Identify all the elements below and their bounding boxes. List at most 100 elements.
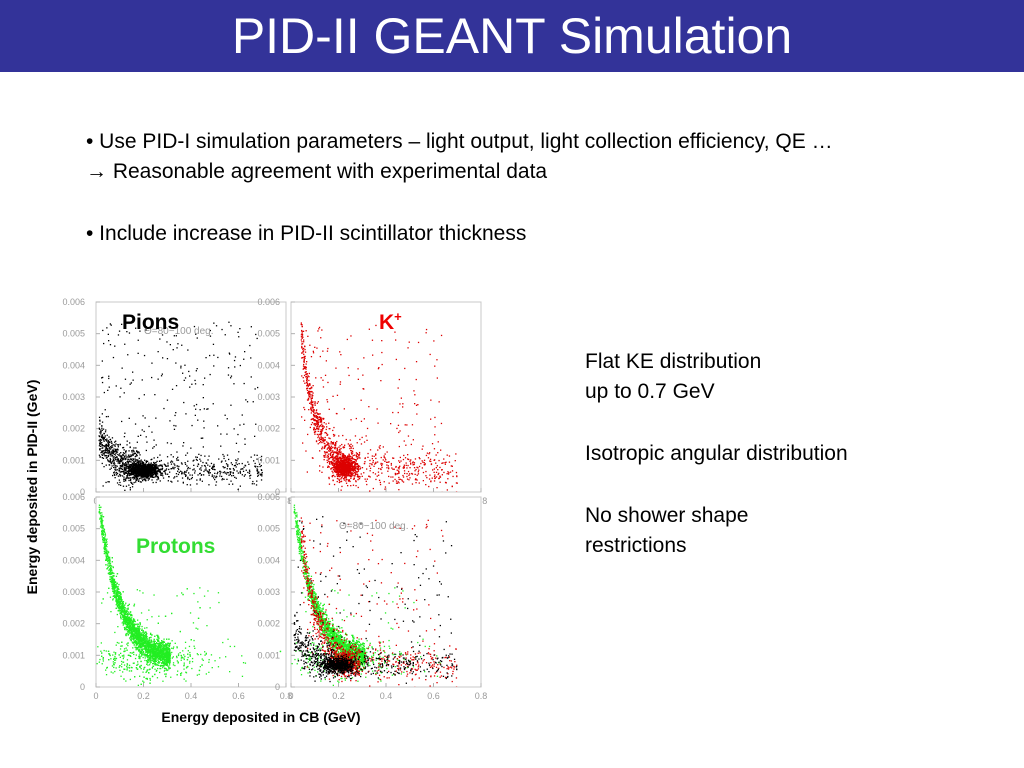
data-point: [331, 459, 334, 461]
data-point: [232, 483, 234, 485]
data-point: [375, 457, 377, 460]
data-point: [147, 471, 149, 473]
data-point: [351, 457, 353, 459]
y-tick-label: 0: [80, 682, 85, 692]
data-point: [424, 464, 426, 466]
data-point: [227, 465, 229, 468]
data-point: [312, 403, 314, 405]
data-point: [167, 473, 169, 475]
data-point: [106, 449, 108, 452]
data-point: [303, 361, 305, 363]
data-point: [153, 439, 155, 441]
data-point: [151, 466, 153, 468]
data-point: [217, 425, 219, 427]
data-point: [175, 385, 178, 387]
data-point: [159, 469, 161, 471]
data-point: [351, 466, 354, 469]
data-point: [339, 464, 342, 467]
data-point: [334, 463, 336, 465]
data-point: [330, 460, 332, 463]
data-point: [318, 428, 320, 430]
data-point: [138, 468, 140, 470]
data-point: [398, 431, 400, 434]
data-point: [135, 463, 137, 465]
data-point: [126, 475, 128, 477]
data-point: [110, 442, 113, 444]
data-point: [114, 468, 116, 470]
data-point: [177, 470, 179, 472]
data-point: [344, 462, 346, 464]
data-point: [136, 465, 138, 467]
data-point: [233, 428, 235, 430]
data-point: [350, 450, 353, 452]
data-point: [120, 457, 122, 459]
data-point: [118, 460, 120, 462]
data-point: [226, 418, 228, 420]
data-point: [99, 420, 101, 422]
data-point: [161, 465, 163, 468]
data-point: [185, 413, 187, 415]
data-point: [144, 476, 146, 478]
data-point: [175, 425, 177, 427]
data-point: [127, 463, 129, 466]
data-point: [199, 458, 201, 460]
data-point: [116, 474, 118, 476]
data-point: [98, 439, 100, 442]
data-point: [417, 341, 420, 344]
data-point: [366, 483, 368, 486]
data-point: [329, 461, 331, 463]
data-point: [253, 483, 255, 485]
data-point: [106, 445, 108, 447]
data-point: [335, 468, 337, 470]
data-point: [351, 463, 353, 466]
data-point: [208, 484, 210, 486]
data-point: [317, 430, 319, 432]
data-point: [345, 459, 348, 461]
data-point: [201, 480, 203, 482]
data-point: [235, 459, 237, 461]
data-point: [254, 435, 256, 437]
data-point: [311, 396, 313, 398]
data-point: [179, 470, 182, 472]
data-point: [136, 475, 138, 477]
data-point: [391, 467, 393, 469]
data-point: [415, 361, 418, 363]
data-point: [155, 466, 157, 469]
data-point: [313, 409, 315, 411]
data-point: [244, 443, 246, 445]
data-point: [342, 471, 344, 473]
data-point: [184, 471, 186, 474]
data-point: [143, 394, 145, 396]
data-point: [343, 472, 346, 474]
data-point: [229, 472, 232, 474]
data-point: [408, 458, 410, 461]
data-point: [308, 390, 310, 392]
data-point: [106, 667, 108, 669]
data-point: [146, 470, 148, 473]
data-point: [142, 472, 145, 474]
data-point: [300, 323, 302, 326]
data-point: [319, 442, 321, 444]
data-point: [193, 405, 195, 407]
data-point: [404, 457, 407, 459]
data-point: [306, 377, 309, 379]
data-point: [120, 465, 123, 467]
data-point: [332, 454, 334, 456]
data-point: [237, 458, 239, 460]
panel-label-kaons: K+: [379, 309, 402, 334]
data-point: [399, 456, 401, 459]
data-point: [187, 349, 189, 351]
data-point: [338, 435, 340, 437]
data-point: [333, 467, 335, 469]
data-point: [148, 463, 151, 466]
data-point: [351, 445, 354, 447]
data-point: [156, 467, 158, 470]
data-point: [344, 464, 346, 466]
data-point: [384, 486, 387, 488]
data-point: [104, 449, 106, 452]
data-point: [328, 408, 330, 410]
data-point: [119, 466, 122, 468]
data-point: [332, 433, 335, 436]
data-point: [194, 472, 196, 474]
data-point: [197, 463, 200, 466]
